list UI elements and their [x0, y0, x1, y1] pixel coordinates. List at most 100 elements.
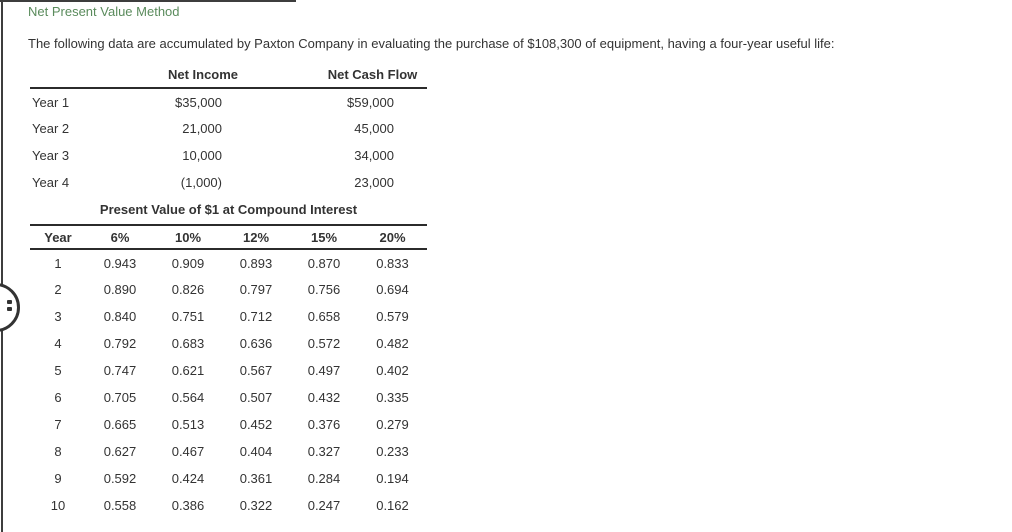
pv-factor-value: 0.797 [239, 282, 273, 297]
year-value: 9 [54, 471, 62, 486]
pv-factor-value: 0.792 [103, 336, 137, 351]
rate-12-column-header: 12% [222, 224, 290, 250]
pv-factor-value: 0.747 [103, 363, 137, 378]
table-row: 10 0.558 0.386 0.322 0.247 0.162 [30, 492, 427, 519]
pv-factor-value: 0.712 [239, 309, 273, 324]
present-value-table-title: Present Value of $1 at Compound Interest [99, 202, 358, 217]
year-value: 7 [54, 417, 62, 432]
year-value: 3 [54, 309, 62, 324]
page-title: Net Present Value Method [28, 4, 180, 19]
net-cash-flow-value: 34,000 [354, 148, 394, 163]
net-cash-flow-value: 23,000 [354, 175, 394, 190]
pv-factor-value: 0.233 [376, 444, 409, 459]
table-row: Year 4 (1,000) 23,000 [30, 169, 427, 196]
pv-factor-value: 0.840 [103, 309, 137, 324]
table-row: 7 0.665 0.513 0.452 0.376 0.279 [30, 411, 427, 438]
net-income-value: 10,000 [182, 148, 222, 163]
table-row: 2 0.890 0.826 0.797 0.756 0.694 [30, 276, 427, 303]
pv-factor-value: 0.386 [171, 498, 205, 513]
table-row: Year 3 10,000 34,000 [30, 142, 427, 169]
pv-factor-value: 0.279 [376, 417, 409, 432]
table-row: Year 2 21,000 45,000 [30, 115, 427, 142]
year-value: 8 [54, 444, 62, 459]
pv-factor-value: 0.572 [307, 336, 341, 351]
pv-factor-value: 0.756 [307, 282, 341, 297]
pv-factor-value: 0.870 [307, 255, 341, 271]
pv-factor-value: 0.694 [376, 282, 409, 297]
pv-factor-value: 0.194 [376, 471, 409, 486]
pv-factor-value: 0.592 [103, 471, 137, 486]
table-header-row: Year 6% 10% 12% 15% 20% [30, 224, 427, 250]
year-label: Year 1 [32, 94, 70, 110]
pv-factor-value: 0.497 [307, 363, 341, 378]
pv-factor-value: 0.943 [103, 255, 137, 271]
table-row: 8 0.627 0.467 0.404 0.327 0.233 [30, 438, 427, 465]
pv-factor-value: 0.621 [171, 363, 205, 378]
pv-factor-value: 0.627 [103, 444, 137, 459]
pv-factor-value: 0.636 [239, 336, 273, 351]
pv-factor-value: 0.327 [307, 444, 341, 459]
panel-collapse-handle[interactable] [0, 283, 20, 332]
empty-header-cell [30, 62, 148, 89]
pv-factor-value: 0.893 [239, 255, 273, 271]
grip-dots-icon [7, 300, 12, 304]
pv-factor-value: 0.162 [376, 498, 409, 513]
pane-left-border [1, 0, 3, 532]
rate-10-column-header: 10% [154, 224, 222, 250]
table-row: 9 0.592 0.424 0.361 0.284 0.194 [30, 465, 427, 492]
pv-factor-value: 0.467 [171, 444, 205, 459]
pv-factor-value: 0.424 [171, 471, 205, 486]
year-value: 10 [50, 498, 66, 513]
pv-factor-value: 0.432 [307, 390, 341, 405]
pv-factor-value: 0.284 [307, 471, 341, 486]
pv-factor-value: 0.322 [239, 498, 273, 513]
net-income-value: $35,000 [175, 94, 222, 110]
pv-factor-value: 0.683 [171, 336, 205, 351]
pv-factor-value: 0.658 [307, 309, 341, 324]
year-value: 5 [54, 363, 62, 378]
pv-factor-value: 0.335 [376, 390, 409, 405]
pane-top-border [0, 0, 296, 2]
pv-factor-value: 0.564 [171, 390, 205, 405]
pv-factor-value: 0.376 [307, 417, 341, 432]
net-income-column-header: Net Income [148, 62, 258, 89]
pv-factor-value: 0.361 [239, 471, 273, 486]
rate-15-column-header: 15% [290, 224, 358, 250]
pv-factor-value: 0.579 [376, 309, 409, 324]
pv-factor-value: 0.558 [103, 498, 137, 513]
net-cash-flow-column-header: Net Cash Flow [258, 62, 427, 89]
pv-factor-value: 0.482 [376, 336, 409, 351]
net-cash-flow-value: $59,000 [347, 94, 394, 110]
pv-factor-value: 0.247 [307, 498, 341, 513]
intro-paragraph: The following data are accumulated by Pa… [28, 36, 835, 51]
table-row: 3 0.840 0.751 0.712 0.658 0.579 [30, 303, 427, 330]
pv-factor-value: 0.833 [376, 255, 409, 271]
year-value: 6 [54, 390, 62, 405]
pv-factor-value: 0.567 [239, 363, 273, 378]
pv-factor-value: 0.404 [239, 444, 273, 459]
rate-6-column-header: 6% [86, 224, 154, 250]
table-header-row: Net Income Net Cash Flow [30, 62, 427, 89]
year-value: 4 [54, 336, 62, 351]
net-income-value: 21,000 [182, 121, 222, 136]
grip-dots-icon [7, 307, 12, 311]
net-income-value: (1,000) [180, 175, 222, 190]
pv-factor-value: 0.665 [103, 417, 137, 432]
table-row: 4 0.792 0.683 0.636 0.572 0.482 [30, 330, 427, 357]
pv-factor-value: 0.909 [171, 255, 205, 271]
rate-20-column-header: 20% [358, 224, 427, 250]
income-cash-flow-table: Net Income Net Cash Flow Year 1 $35,000 $5… [30, 62, 427, 196]
pv-factor-value: 0.826 [171, 282, 205, 297]
pv-factor-value: 0.452 [239, 417, 273, 432]
table-row: 1 0.943 0.909 0.893 0.870 0.833 [30, 249, 427, 276]
table-row: 6 0.705 0.564 0.507 0.432 0.335 [30, 384, 427, 411]
net-cash-flow-value: 45,000 [354, 121, 394, 136]
pv-factor-value: 0.402 [376, 363, 409, 378]
present-value-table: Year 6% 10% 12% 15% 20% 1 0.943 0.909 0.893… [30, 224, 427, 519]
year-label: Year 4 [32, 175, 70, 190]
table-row: 5 0.747 0.621 0.567 0.497 0.402 [30, 357, 427, 384]
year-column-header: Year [30, 224, 86, 250]
table-row: Year 1 $35,000 $59,000 [30, 88, 427, 115]
pv-factor-value: 0.890 [103, 282, 137, 297]
